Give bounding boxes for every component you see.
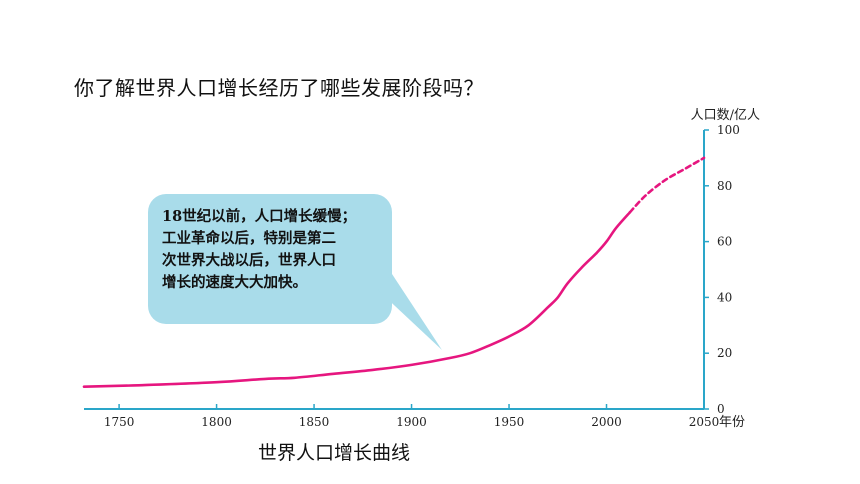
x-tick-label-1750: 1750 bbox=[104, 415, 135, 429]
chart-caption: 世界人口增长曲线 bbox=[258, 442, 411, 464]
y-axis-title: 人口数/亿人 bbox=[691, 108, 760, 123]
y-tick-label-40: 40 bbox=[717, 290, 732, 304]
bubble-line-3: 次世界大战以后，世界人口 bbox=[162, 252, 336, 269]
population-projection-line bbox=[628, 156, 706, 214]
bubble-line-4: 增长的速度大大加快。 bbox=[162, 274, 307, 291]
bubble-line-1: 18世纪以前，人口增长缓慢； bbox=[162, 208, 357, 225]
y-tick-label-80: 80 bbox=[717, 179, 732, 193]
population-line bbox=[82, 211, 632, 388]
bubble-line-2: 工业革命以后，特别是第二 bbox=[162, 230, 336, 247]
x-tick-label-2050: 2050 bbox=[689, 415, 720, 429]
y-tick-label-0: 0 bbox=[717, 402, 725, 416]
x-tick-label-2000: 2000 bbox=[591, 415, 622, 429]
x-tick-label-1850: 1850 bbox=[299, 415, 330, 429]
speech-bubble-text: 18世纪以前，人口增长缓慢； 工业革命以后，特别是第二 次世界大战以后，世界人口… bbox=[162, 206, 390, 294]
speech-bubble-tail bbox=[378, 274, 442, 350]
question-heading: 你了解世界人口增长经历了哪些发展阶段吗？ bbox=[74, 76, 484, 100]
y-tick-label-60: 60 bbox=[717, 235, 732, 249]
x-tick-label-1950: 1950 bbox=[494, 415, 525, 429]
speech-bubble-body bbox=[148, 194, 392, 324]
x-tick-label-1900: 1900 bbox=[396, 415, 427, 429]
speech-bubble bbox=[148, 194, 442, 350]
x-axis-title: 年份 bbox=[719, 415, 745, 430]
y-tick-label-100: 100 bbox=[717, 123, 740, 137]
y-tick-label-20: 20 bbox=[717, 346, 732, 360]
x-tick-label-1800: 1800 bbox=[201, 415, 232, 429]
